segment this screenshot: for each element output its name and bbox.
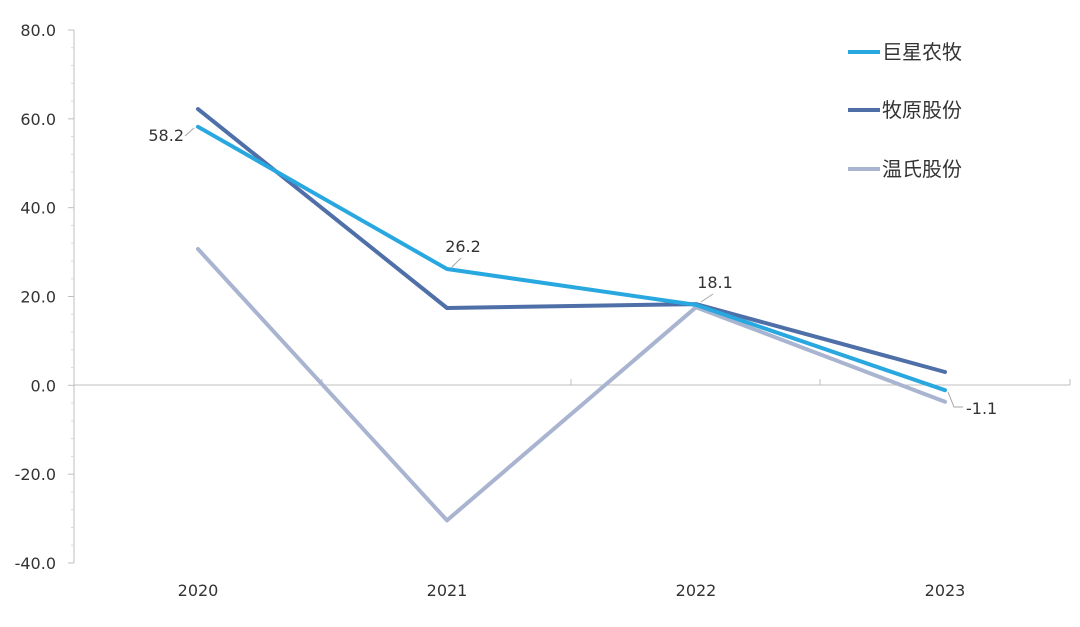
y-axis-ticks: 80.0 60.0 40.0 20.0 0.0 -20.0 -40.0 <box>15 21 74 573</box>
x-tick-label: 2023 <box>925 581 966 600</box>
data-label: -1.1 <box>966 399 997 418</box>
y-tick-label: 20.0 <box>20 288 56 307</box>
y-tick-label: -40.0 <box>15 554 56 573</box>
data-label: 18.1 <box>697 273 733 292</box>
y-tick-label: 80.0 <box>20 21 56 40</box>
leader-line <box>184 127 195 137</box>
y-tick-label: 60.0 <box>20 110 56 129</box>
series-line <box>196 124 947 393</box>
x-tick-label: 2022 <box>676 581 717 600</box>
y-tick-label: 40.0 <box>20 199 56 218</box>
data-labels: 58.2 26.2 18.1 -1.1 <box>148 126 997 418</box>
series-line <box>196 107 947 374</box>
x-tick-label: 2020 <box>178 581 219 600</box>
data-label: 26.2 <box>445 237 481 256</box>
legend-label: 巨星农牧 <box>882 40 962 64</box>
leader-line <box>450 257 462 269</box>
series-line <box>196 247 947 523</box>
y-tick-label: -20.0 <box>15 465 56 484</box>
legend-label: 牧原股份 <box>882 98 962 122</box>
legend-label: 温氏股份 <box>882 157 962 181</box>
x-axis-ticks: 2020 2021 2022 2023 <box>73 379 1071 600</box>
leader-line <box>947 391 963 408</box>
leader-line <box>700 293 714 303</box>
y-tick-label: 0.0 <box>31 376 56 395</box>
x-tick-label: 2021 <box>427 581 468 600</box>
series-lines <box>196 107 947 523</box>
data-label: 58.2 <box>148 126 184 145</box>
